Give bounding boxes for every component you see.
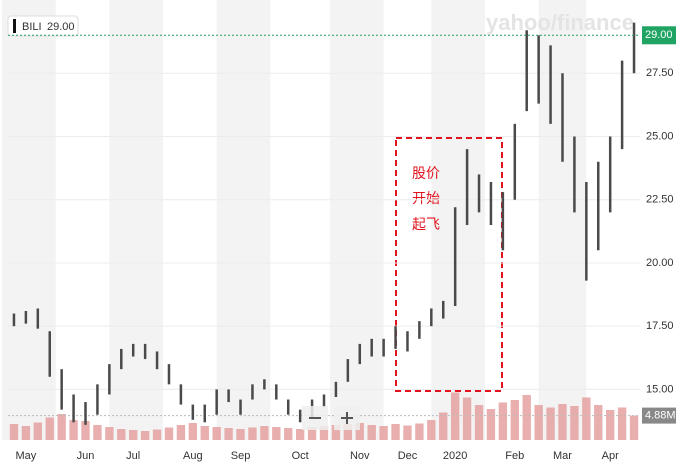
volume-bar (21, 426, 31, 440)
volume-bar (486, 409, 496, 440)
month-band (538, 0, 587, 440)
x-tick-label: Jun (77, 450, 95, 462)
volume-bar (33, 422, 42, 440)
y-tick-label: 17.50 (646, 320, 674, 332)
volume-bar (510, 400, 519, 440)
legend-name: BILI (22, 21, 42, 33)
month-band (329, 0, 384, 440)
annotation-text: 股价 (412, 166, 440, 182)
volume-bar (117, 429, 126, 440)
price-tag-bg (642, 26, 676, 45)
volume-bar (403, 425, 412, 440)
volume-bar (176, 425, 186, 440)
annotation-box (395, 137, 503, 392)
volume-bar (450, 392, 460, 440)
volume-bar (129, 430, 138, 440)
month-band (2, 0, 56, 440)
x-tick-label: 2020 (443, 450, 467, 462)
volume-bar (462, 397, 472, 440)
volume-bar (93, 425, 102, 440)
x-tick-label: Mar (553, 450, 572, 462)
volume-bar (534, 405, 543, 440)
volume-bar (307, 427, 317, 440)
watermark: yahoo/finance (486, 10, 634, 35)
x-tick-label: Jul (126, 450, 140, 462)
volume-bar (212, 427, 221, 440)
x-tick-label: Nov (350, 450, 370, 462)
volume-bar (367, 425, 376, 440)
volume-bar (439, 412, 448, 440)
volume-bar (582, 397, 591, 440)
annotation-text: 开始 (412, 191, 440, 207)
volume-bar (606, 410, 615, 440)
volume-bar (594, 405, 603, 440)
volume-bar (200, 426, 209, 440)
volume-bar (295, 429, 305, 440)
month-band (109, 0, 164, 440)
x-tick-label: Oct (292, 450, 309, 462)
volume-bar (164, 427, 174, 440)
volume-bar (272, 427, 281, 440)
volume-bar (474, 405, 484, 440)
legend-value: 29.00 (47, 21, 75, 33)
month-band (216, 0, 271, 440)
y-tick-label: 20.00 (646, 257, 674, 269)
volume-bar (152, 429, 162, 440)
volume-bar (248, 427, 257, 440)
volume-bar (224, 428, 233, 440)
legend-box (7, 15, 79, 37)
volume-bar (69, 420, 78, 440)
volume-bar (140, 431, 150, 440)
volume-bar (343, 424, 353, 440)
volume-bar (81, 421, 90, 440)
volume-bar (427, 420, 436, 440)
volume-bar (391, 424, 400, 440)
volume-bar (45, 417, 54, 440)
volume-bar (9, 424, 19, 440)
y-tick-label: 25.00 (646, 130, 674, 142)
price-tag: 29.00 (645, 29, 673, 41)
y-tick-label: 27.50 (646, 67, 674, 79)
volume-bar (188, 423, 198, 440)
x-tick-label: Apr (602, 450, 619, 462)
volume-bar (355, 423, 364, 440)
volume-bar (629, 415, 639, 440)
volume-bar (105, 427, 114, 440)
volume-bar (319, 426, 329, 440)
y-tick-label: 15.00 (646, 383, 674, 395)
volume-bar (498, 402, 508, 440)
volume-bar (546, 407, 555, 440)
x-tick-label: Dec (398, 450, 418, 462)
x-tick-label: Feb (505, 450, 524, 462)
x-tick-label: May (15, 450, 36, 462)
volume-tag: 4.88M (645, 410, 676, 422)
volume-bar (284, 428, 293, 440)
volume-bar (331, 425, 341, 440)
volume-bar (57, 414, 66, 440)
volume-bar (558, 404, 567, 440)
volume-bar (260, 426, 269, 440)
volume-tag-bg (642, 407, 676, 424)
x-tick-label: Sep (231, 450, 251, 462)
annotation-text: 起飞 (412, 217, 440, 233)
zoom-controls (302, 406, 360, 430)
x-tick-label: Aug (183, 450, 203, 462)
volume-bar (236, 429, 245, 440)
volume-bar (379, 426, 388, 440)
volume-bar (617, 407, 627, 440)
volume-bar (570, 406, 579, 440)
legend-swatch (13, 19, 16, 33)
volume-bar (415, 423, 424, 440)
volume-bar (522, 395, 531, 440)
y-tick-label: 22.50 (646, 194, 674, 206)
